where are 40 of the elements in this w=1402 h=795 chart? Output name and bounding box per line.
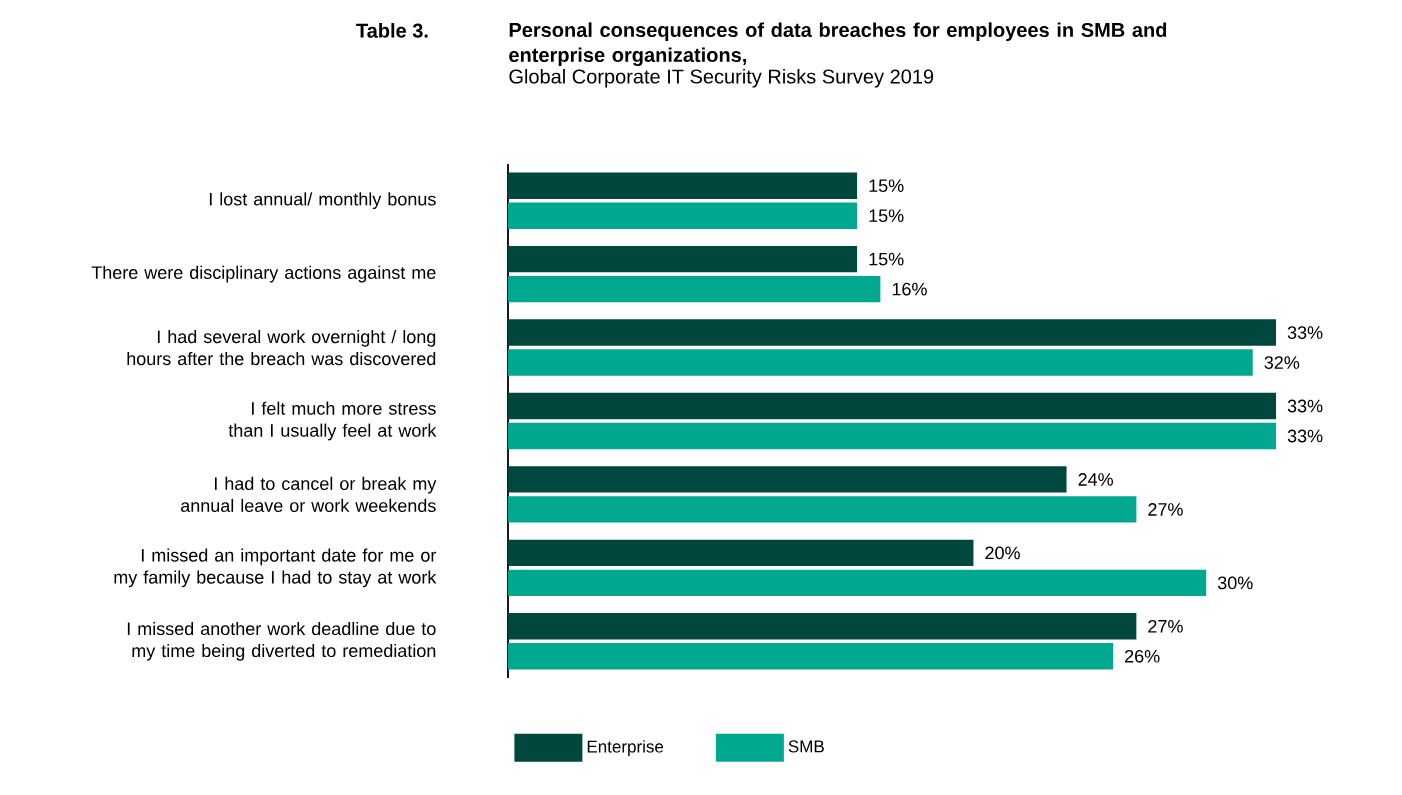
data-label: 33%: [1287, 326, 1323, 339]
bar: [508, 202, 858, 229]
data-label: 15%: [869, 209, 904, 223]
data-label: 20%: [985, 546, 1020, 560]
chart-subtitle: Global Corporate IT Security Risks Survey 2019: [509, 68, 934, 88]
data-label: 32%: [1264, 356, 1300, 369]
y-tick-label: There were disciplinary actions against me: [91, 265, 436, 283]
data-label: 16%: [892, 282, 927, 296]
bar: [508, 319, 1277, 346]
data-label: 26%: [1125, 649, 1160, 663]
data-label: 24%: [1078, 473, 1113, 486]
legend-label: SMB: [788, 740, 824, 753]
bar: [508, 496, 1137, 523]
bar: [508, 539, 974, 567]
bar: [508, 643, 1114, 670]
bar: [508, 172, 858, 199]
y-tick-label: I missed another work deadline due to my time being diverted to remediation: [127, 621, 436, 661]
data-label: 15%: [869, 179, 904, 193]
bar: [508, 569, 1207, 597]
data-label: 33%: [1287, 429, 1323, 443]
y-tick-label: I felt much more stress than I usually feel at work: [228, 401, 437, 441]
caption: Table 3.: [356, 23, 428, 38]
chart-title: Personal consequences of data breaches for employees in SMB and enterprise organizations,: [509, 22, 1167, 67]
bar: [508, 349, 1253, 376]
data-label: 15%: [869, 252, 904, 266]
data-label: 27%: [1148, 619, 1183, 633]
legend-label: Enterprise: [587, 740, 664, 756]
y-tick-label: I had several work overnight / long hours after the breach was discovered: [127, 329, 436, 366]
y-tick-label: I lost annual/ monthly bonus: [209, 192, 436, 210]
y-tick-label: I missed an important date for me or my family because I had to stay at work: [114, 548, 437, 588]
bar: [508, 422, 1277, 450]
y-tick-label: I had to cancel or break my annual leave or work weekends: [181, 476, 437, 513]
data-label: 30%: [1217, 576, 1253, 590]
bar: [508, 466, 1067, 493]
bar: [508, 392, 1277, 420]
data-label: 33%: [1287, 399, 1323, 413]
bar: [508, 245, 858, 273]
bar: [508, 613, 1137, 640]
data-label: 27%: [1148, 503, 1183, 516]
bar: [508, 275, 881, 303]
